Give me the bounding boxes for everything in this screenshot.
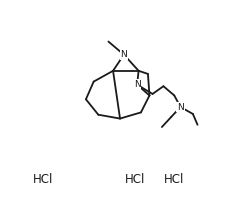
Text: N: N bbox=[177, 102, 184, 112]
Text: HCl: HCl bbox=[164, 173, 184, 186]
Text: N: N bbox=[120, 50, 127, 59]
Text: HCl: HCl bbox=[125, 173, 145, 186]
Text: HCl: HCl bbox=[33, 173, 54, 186]
Text: N: N bbox=[134, 80, 141, 89]
